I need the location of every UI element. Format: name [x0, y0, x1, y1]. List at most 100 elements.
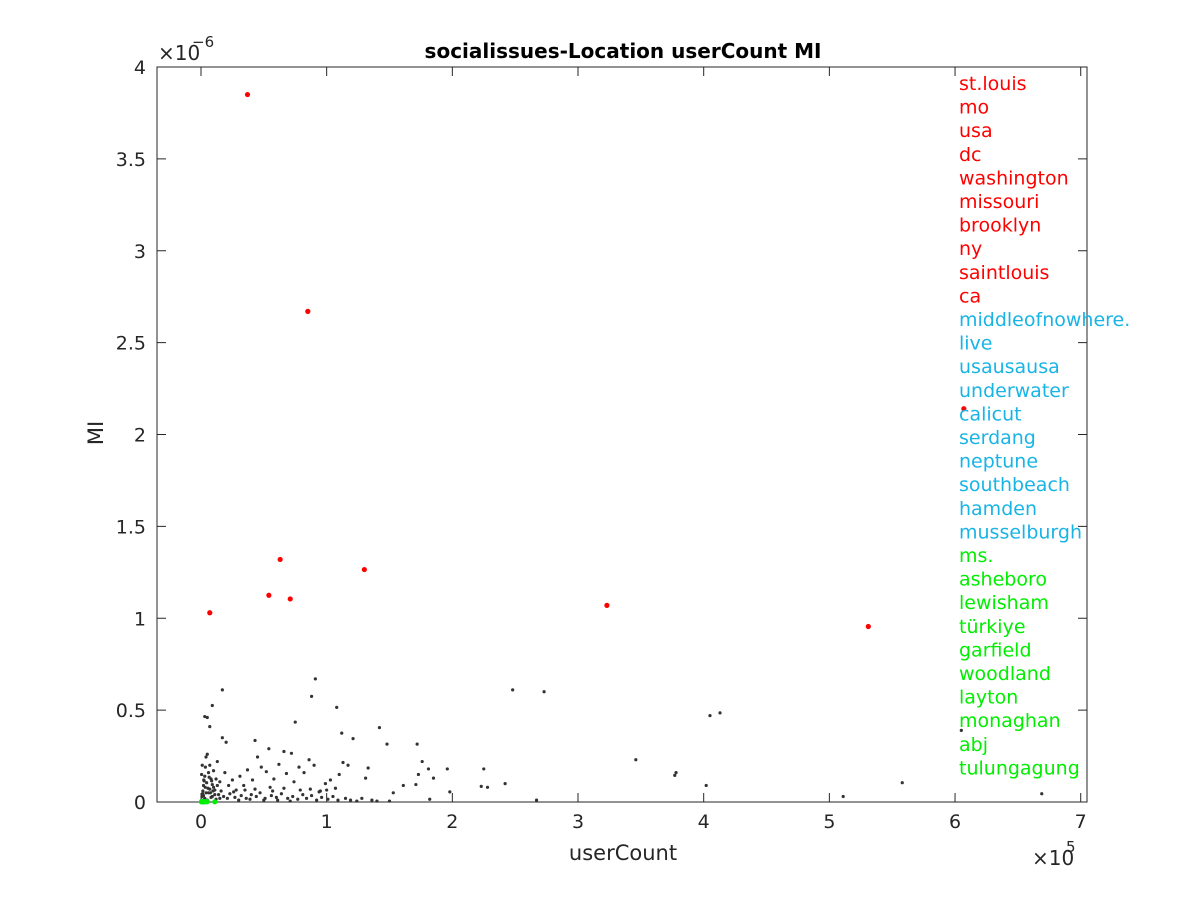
other-data-point: [210, 782, 214, 787]
plot-frame: [156, 66, 1088, 803]
y-tick-label: 3.5: [116, 149, 146, 171]
other-data-point: [208, 791, 213, 795]
other-data-point: [279, 792, 284, 796]
legend-entry: live: [959, 333, 993, 355]
other-data-point: [284, 771, 289, 776]
legend-entry: ms.: [959, 545, 993, 567]
other-data-point: [420, 759, 424, 764]
other-data-point: [333, 786, 338, 790]
other-data-point: [307, 758, 311, 762]
legend-entry: hamden: [959, 498, 1037, 520]
other-data-point: [366, 766, 370, 770]
other-data-point: [370, 798, 374, 802]
other-data-point: [209, 795, 213, 800]
other-data-point: [253, 738, 257, 743]
top-data-point: [305, 308, 311, 314]
other-data-point: [244, 796, 248, 800]
other-data-point: [674, 771, 678, 775]
other-data-point: [211, 789, 215, 793]
other-data-point: [309, 793, 314, 798]
other-data-point: [348, 798, 353, 802]
other-data-point: [208, 763, 212, 767]
other-data-point: [297, 765, 301, 769]
other-data-point: [304, 796, 309, 800]
other-data-point: [201, 789, 205, 793]
other-data-point: [200, 772, 204, 777]
other-data-point: [320, 795, 324, 800]
top-data-point: [961, 406, 967, 412]
y-tick-label: 2: [134, 425, 146, 447]
legend-entry: abj: [959, 734, 988, 756]
other-data-point: [238, 774, 242, 778]
x-tick-label: 4: [698, 811, 710, 833]
other-data-point: [291, 794, 295, 799]
other-data-point: [387, 799, 392, 803]
other-data-point: [312, 763, 316, 767]
other-data-point: [254, 794, 258, 799]
other-data-point: [341, 760, 345, 765]
top-data-point: [287, 596, 293, 602]
other-data-point: [416, 772, 421, 777]
other-data-point: [250, 778, 255, 782]
other-data-point: [219, 789, 223, 793]
other-data-point: [211, 769, 216, 773]
legend-entry: underwater: [959, 380, 1069, 402]
legend-entry: brooklyn: [959, 215, 1041, 237]
other-data-point: [375, 799, 379, 803]
other-data-point: [298, 788, 302, 792]
other-data-point: [214, 777, 218, 781]
other-data-point: [203, 785, 207, 789]
other-data-point: [239, 793, 243, 798]
other-data-point: [206, 771, 211, 775]
other-data-point: [216, 793, 221, 797]
other-data-point: [708, 714, 712, 718]
x-axis-label: userCount: [569, 841, 677, 865]
other-data-point: [223, 771, 227, 775]
other-data-point: [337, 772, 341, 777]
other-data-point: [900, 781, 904, 785]
legend-entry: missouri: [959, 191, 1039, 213]
legend-entry: calicut: [959, 403, 1022, 425]
other-data-point: [220, 736, 224, 740]
other-data-point: [210, 779, 214, 783]
other-data-point: [215, 783, 219, 788]
other-data-point: [479, 784, 483, 788]
legend-entry: middleofnowhere.: [959, 309, 1130, 331]
legend-entry: usa: [959, 120, 993, 142]
other-data-point: [503, 782, 507, 786]
other-data-point: [232, 790, 236, 794]
other-data-point: [959, 728, 963, 732]
other-data-point: [206, 786, 210, 790]
other-data-point: [385, 742, 389, 746]
legend-entry: serdang: [959, 427, 1036, 449]
x-tick-label: 1: [321, 811, 333, 833]
other-data-point: [336, 798, 340, 802]
other-data-point: [204, 791, 208, 795]
other-data-point: [237, 798, 241, 802]
x-tick-label: 6: [949, 811, 961, 833]
x-tick-label: 3: [572, 811, 584, 833]
other-data-point: [325, 788, 329, 792]
other-data-point: [288, 799, 292, 803]
other-data-point: [355, 799, 359, 803]
other-data-point: [718, 711, 722, 715]
legend-entry: neptune: [959, 451, 1038, 473]
legend-entry: lewisham: [959, 592, 1049, 614]
other-data-point: [302, 771, 306, 775]
top-data-point: [266, 592, 272, 598]
other-data-point: [205, 715, 209, 720]
other-data-point: [426, 767, 431, 771]
axis-ticks: 0 1 2 3 4 5 6 7 0 0.5 1 1.5 2 2.5 3 3.5 4: [116, 57, 1087, 833]
other-data-point: [245, 768, 250, 772]
other-data-point: [293, 720, 297, 724]
other-data-point: [296, 797, 300, 801]
top-data-point: [207, 610, 213, 616]
other-data-point: [428, 797, 432, 801]
bottom-data-point: [204, 799, 210, 805]
x-tick-label: 2: [446, 811, 458, 833]
other-data-point: [233, 795, 237, 800]
other-data-point: [205, 752, 209, 756]
other-data-point: [391, 791, 395, 795]
other-data-point: [203, 765, 207, 769]
